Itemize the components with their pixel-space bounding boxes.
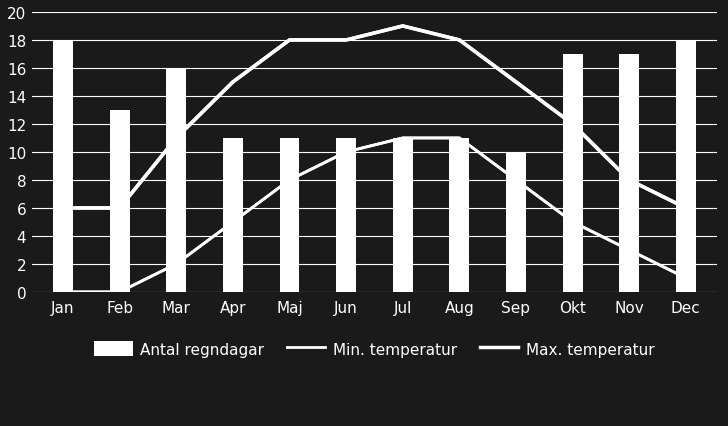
- Bar: [110, 111, 130, 292]
- Bar: [676, 41, 696, 292]
- Bar: [336, 138, 356, 292]
- Bar: [53, 41, 73, 292]
- Bar: [223, 138, 243, 292]
- Bar: [449, 138, 470, 292]
- Bar: [280, 138, 299, 292]
- Bar: [393, 138, 413, 292]
- Bar: [506, 153, 526, 292]
- Bar: [620, 55, 639, 292]
- Bar: [563, 55, 582, 292]
- Bar: [167, 69, 186, 292]
- Legend: Antal regndagar, Min. temperatur, Max. temperatur: Antal regndagar, Min. temperatur, Max. t…: [88, 335, 660, 363]
